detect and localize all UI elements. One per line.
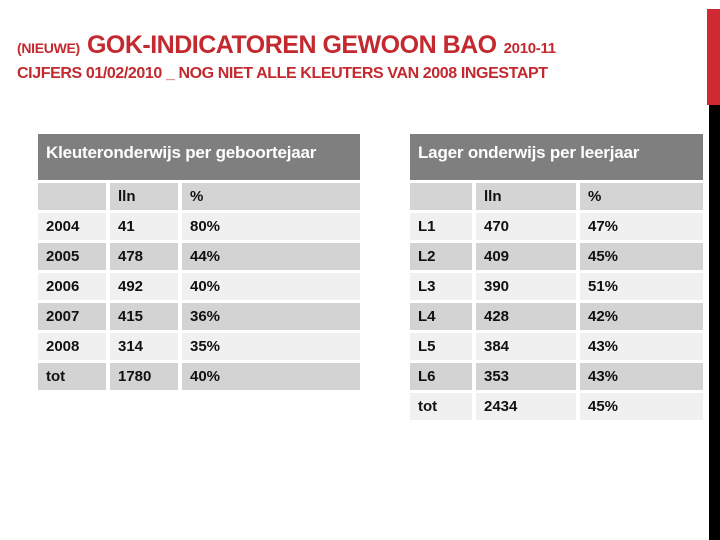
title-main: GOK-INDICATOREN GEWOON BAO (86, 31, 497, 59)
title-year: 2010-11 (503, 40, 556, 57)
red-accent-bar (707, 9, 720, 105)
lln-cell: 478 (110, 243, 178, 270)
column-header-blank (410, 183, 472, 210)
pct-cell: 43% (580, 333, 704, 360)
pct-cell: 47% (580, 213, 704, 240)
lln-cell: 470 (476, 213, 576, 240)
pct-cell: 51% (580, 273, 704, 300)
row-label-cell: L5 (410, 333, 472, 360)
pct-cell: 36% (182, 303, 361, 330)
column-header-pct: % (580, 183, 704, 210)
slide-subtitle: CIJFERS 01/02/2010 _ NOG NIET ALLE KLEUT… (17, 65, 548, 82)
slide-title: (NIEUWE) GOK-INDICATOREN GEWOON BAO 2010… (17, 31, 556, 60)
table-row: L3 390 51% (410, 273, 704, 300)
row-label-cell: 2007 (38, 303, 106, 330)
lln-cell: 314 (110, 333, 178, 360)
row-label-cell: L1 (410, 213, 472, 240)
lln-cell: 1780 (110, 363, 178, 390)
table-row: 2004 41 80% (38, 213, 361, 240)
lln-cell: 428 (476, 303, 576, 330)
pct-cell: 42% (580, 303, 704, 330)
table-title: Lager onderwijs per leerjaar (410, 134, 704, 180)
table-row: L6 353 43% (410, 363, 704, 390)
lln-cell: 353 (476, 363, 576, 390)
table-row: L1 470 47% (410, 213, 704, 240)
lln-cell: 384 (476, 333, 576, 360)
pct-cell: 35% (182, 333, 361, 360)
table-row: L4 428 42% (410, 303, 704, 330)
table-row: 2008 314 35% (38, 333, 361, 360)
pct-cell: 45% (580, 243, 704, 270)
lln-cell: 2434 (476, 393, 576, 420)
pct-cell: 43% (580, 363, 704, 390)
slide-title-block: (NIEUWE) GOK-INDICATOREN GEWOON BAO 2010… (17, 31, 556, 83)
pct-cell: 44% (182, 243, 361, 270)
table-row: L5 384 43% (410, 333, 704, 360)
table-kleuteronderwijs: Kleuteronderwijs per geboortejaar lln % … (34, 131, 364, 393)
row-label-cell: tot (38, 363, 106, 390)
table-title-row: Kleuteronderwijs per geboortejaar (38, 134, 361, 180)
column-header-row: lln % (410, 183, 704, 210)
row-label-cell: tot (410, 393, 472, 420)
table-row: 2006 492 40% (38, 273, 361, 300)
table-row: L2 409 45% (410, 243, 704, 270)
column-header-lln: lln (110, 183, 178, 210)
column-header-pct: % (182, 183, 361, 210)
row-label-cell: L3 (410, 273, 472, 300)
row-label-cell: L4 (410, 303, 472, 330)
lln-cell: 390 (476, 273, 576, 300)
table-title-row: Lager onderwijs per leerjaar (410, 134, 704, 180)
black-edge-strip (709, 105, 720, 540)
table-total-row: tot 2434 45% (410, 393, 704, 420)
table-row: 2007 415 36% (38, 303, 361, 330)
row-label-cell: 2005 (38, 243, 106, 270)
pct-cell: 40% (182, 273, 361, 300)
row-label-cell: L6 (410, 363, 472, 390)
row-label-cell: 2004 (38, 213, 106, 240)
table-row: 2005 478 44% (38, 243, 361, 270)
pct-cell: 80% (182, 213, 361, 240)
column-header-blank (38, 183, 106, 210)
row-label-cell: L2 (410, 243, 472, 270)
table-title: Kleuteronderwijs per geboortejaar (38, 134, 361, 180)
lln-cell: 492 (110, 273, 178, 300)
column-header-lln: lln (476, 183, 576, 210)
table-total-row: tot 1780 40% (38, 363, 361, 390)
lln-cell: 409 (476, 243, 576, 270)
lln-cell: 41 (110, 213, 178, 240)
title-prefix: (NIEUWE) (17, 40, 80, 56)
row-label-cell: 2008 (38, 333, 106, 360)
pct-cell: 40% (182, 363, 361, 390)
column-header-row: lln % (38, 183, 361, 210)
lln-cell: 415 (110, 303, 178, 330)
row-label-cell: 2006 (38, 273, 106, 300)
table-lager-onderwijs: Lager onderwijs per leerjaar lln % L1 47… (406, 131, 707, 423)
pct-cell: 45% (580, 393, 704, 420)
